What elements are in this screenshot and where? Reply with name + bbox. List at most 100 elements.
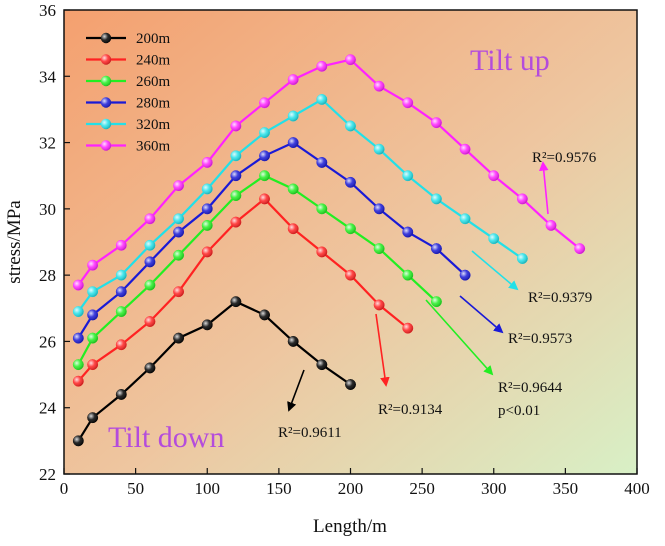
data-point-shine [517,253,528,264]
tick-labels: 0 50 100 150 200 250 300 350 400 22 24 26 28 30 32 34 36 [39,1,650,498]
r2-label-240m: R²=0.9134 [378,402,443,418]
legend-marker-shine [100,32,112,44]
y-tick-label: 26 [39,332,56,351]
data-point-shine [373,81,385,92]
data-point-shine [402,97,413,109]
data-point-shine [73,359,84,370]
data-point-shine [116,240,127,251]
data-point-shine [316,246,328,258]
data-point-shine [316,94,328,105]
data-point-shine [173,250,184,261]
r2-annotation-320m: R²=0.9379 [471,250,592,306]
legend-label-280m: 280m [136,96,171,112]
r2-annotation-280m: R²=0.9573 [459,295,572,347]
y-tick-label: 22 [39,465,56,484]
data-point-shine [202,220,213,231]
r2-arrow-280m [459,295,504,334]
data-point-shine [488,170,499,181]
data-point-shine [259,97,270,109]
data-point-shine [316,61,328,72]
data-point-shine [373,144,385,155]
y-tick-label: 28 [39,266,56,285]
data-point-shine [173,286,184,297]
r2-arrow-240m [375,313,390,387]
x-tick-label: 350 [553,479,579,498]
data-point-shine [73,279,84,291]
data-point-shine [259,309,270,321]
data-point-shine [459,144,471,155]
data-point-shine [87,332,98,344]
legend: 200m 240m 260m 280m 320m 360m [86,31,171,155]
data-point-shine [345,223,356,234]
data-point-shine [87,412,98,423]
data-point-shine [402,322,413,334]
legend-marker-shine [100,140,112,151]
p-value-label: p<0.01 [498,403,540,419]
data-point-shine [73,306,84,317]
data-point-shine [116,339,127,350]
legend-marker-shine [100,54,112,65]
r2-annotation-240m: R²=0.9134 [375,313,443,418]
r2-label-360m: R²=0.9576 [532,150,597,166]
data-point-shine [316,359,328,370]
data-point-shine [230,170,242,181]
data-point-shine [230,120,242,132]
data-point-shine [116,389,127,400]
x-tick-label: 200 [338,479,364,498]
x-tick-label: 150 [266,479,292,498]
r2-arrow-260m [425,299,494,376]
legend-label-200m: 200m [136,31,171,47]
data-point-shine [87,286,98,297]
data-point-shine [373,243,385,254]
data-point-shine [574,243,585,254]
data-point-shine [431,117,442,128]
data-point-shine [345,54,356,65]
data-point-shine [459,269,471,281]
data-point-shine [202,183,213,195]
tilt-up-label: Tilt up [470,44,550,77]
data-point-shine [173,332,184,344]
data-point-shine [144,240,156,251]
legend-marker-shine [100,97,112,108]
x-tick-label: 100 [195,479,221,498]
data-point-shine [173,180,184,191]
data-point-shine [144,279,156,291]
r2-arrow-200m [287,369,305,412]
data-point-shine [488,233,499,244]
legend-label-240m: 240m [136,53,171,69]
x-tick-label: 400 [624,479,650,498]
r2-arrow-320m [471,250,519,291]
data-point-shine [345,269,356,281]
legend-label-360m: 360m [136,139,171,155]
data-point-shine [288,110,299,122]
r2-annotation-360m: R²=0.9576 [532,150,597,215]
data-point-shine [288,137,299,148]
data-point-shine [116,269,127,281]
data-point-shine [402,170,413,181]
series-layer [72,54,586,447]
data-point-shine [144,256,156,268]
r2-label-200m: R²=0.9611 [278,425,342,441]
data-point-shine [87,260,98,271]
data-point-shine [73,332,84,344]
legend-label-260m: 260m [136,74,171,90]
data-point-shine [144,362,156,374]
data-point-shine [288,223,299,234]
r2-label-280m: R²=0.9573 [508,331,572,347]
data-point-shine [373,203,385,215]
r2-annotation-260m: R²=0.9644 p<0.01 [425,299,563,419]
series-320m [72,94,528,318]
data-point-shine [230,150,242,162]
series-260m [72,170,442,371]
data-point-shine [259,193,270,205]
data-point-shine [202,203,213,215]
data-point-shine [173,226,184,238]
data-point-shine [316,157,328,168]
data-point-shine [202,157,213,168]
y-axis-title: stress/MPa [4,200,25,284]
y-tick-label: 36 [39,1,56,20]
y-tick-label: 24 [39,399,57,418]
data-point-shine [402,269,413,281]
series-line-260m [77,174,438,366]
